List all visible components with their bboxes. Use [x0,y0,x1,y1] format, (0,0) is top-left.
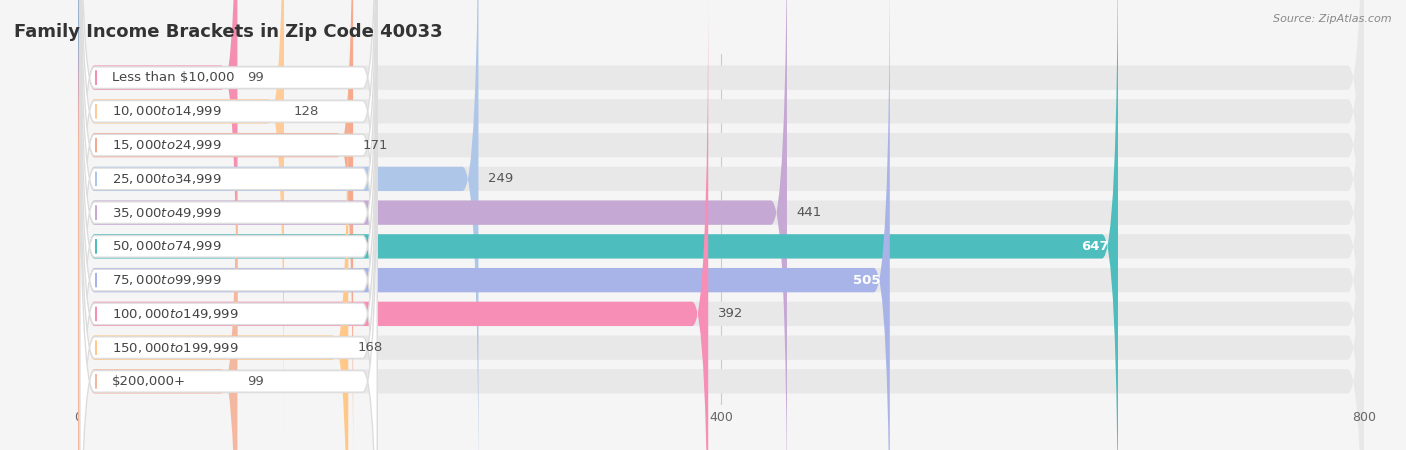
Text: $50,000 to $74,999: $50,000 to $74,999 [112,239,222,253]
FancyBboxPatch shape [80,0,377,371]
FancyBboxPatch shape [79,0,1364,450]
FancyBboxPatch shape [79,22,349,450]
Text: $100,000 to $149,999: $100,000 to $149,999 [112,307,239,321]
FancyBboxPatch shape [79,0,353,450]
Text: $25,000 to $34,999: $25,000 to $34,999 [112,172,222,186]
FancyBboxPatch shape [80,0,377,450]
Text: $200,000+: $200,000+ [112,375,186,388]
FancyBboxPatch shape [80,0,377,450]
FancyBboxPatch shape [79,0,1364,450]
FancyBboxPatch shape [80,0,377,438]
Text: Family Income Brackets in Zip Code 40033: Family Income Brackets in Zip Code 40033 [14,23,443,41]
FancyBboxPatch shape [79,0,284,436]
FancyBboxPatch shape [79,0,1364,436]
FancyBboxPatch shape [79,0,1364,450]
FancyBboxPatch shape [79,56,238,450]
Text: $10,000 to $14,999: $10,000 to $14,999 [112,104,222,118]
FancyBboxPatch shape [79,22,1364,450]
FancyBboxPatch shape [79,0,1364,450]
Text: $75,000 to $99,999: $75,000 to $99,999 [112,273,222,287]
FancyBboxPatch shape [80,54,377,450]
Text: 171: 171 [363,139,388,152]
FancyBboxPatch shape [79,0,478,450]
FancyBboxPatch shape [79,0,1364,403]
FancyBboxPatch shape [79,0,787,450]
Text: 99: 99 [247,375,264,388]
Text: 647: 647 [1081,240,1108,253]
FancyBboxPatch shape [79,0,1118,450]
Text: 441: 441 [797,206,823,219]
Text: 168: 168 [359,341,384,354]
Text: 99: 99 [247,71,264,84]
FancyBboxPatch shape [79,0,709,450]
Text: 505: 505 [852,274,880,287]
Text: 392: 392 [718,307,744,320]
FancyBboxPatch shape [80,0,377,450]
FancyBboxPatch shape [79,0,1364,450]
FancyBboxPatch shape [79,56,1364,450]
FancyBboxPatch shape [80,0,377,404]
FancyBboxPatch shape [80,88,377,450]
FancyBboxPatch shape [79,0,238,403]
Text: $35,000 to $49,999: $35,000 to $49,999 [112,206,222,220]
Text: $150,000 to $199,999: $150,000 to $199,999 [112,341,239,355]
FancyBboxPatch shape [79,0,1364,450]
Text: $15,000 to $24,999: $15,000 to $24,999 [112,138,222,152]
FancyBboxPatch shape [80,21,377,450]
FancyBboxPatch shape [79,0,890,450]
FancyBboxPatch shape [80,0,377,450]
Text: 249: 249 [488,172,513,185]
Text: Less than $10,000: Less than $10,000 [112,71,235,84]
Text: Source: ZipAtlas.com: Source: ZipAtlas.com [1274,14,1392,23]
Text: 128: 128 [294,105,319,118]
